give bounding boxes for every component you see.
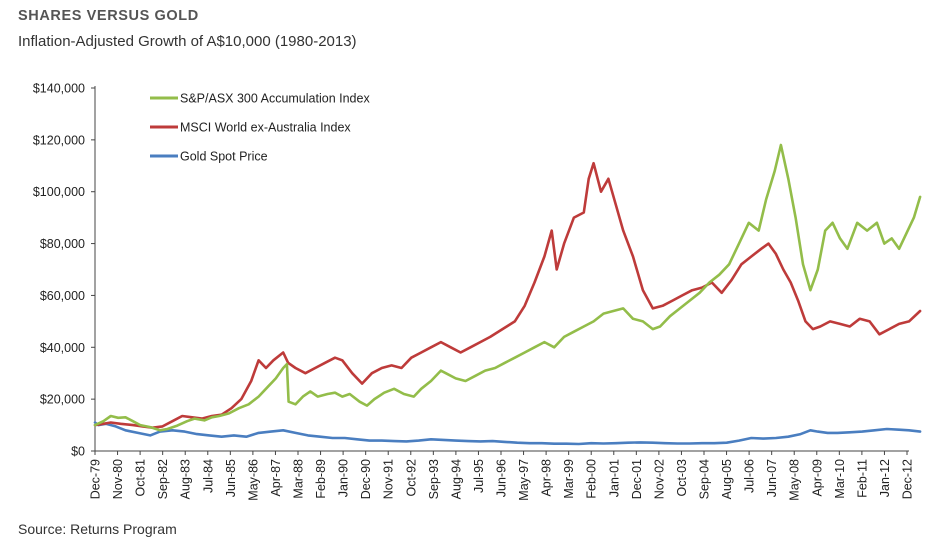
y-tick-label: $100,000	[33, 185, 85, 199]
x-tick-label: Oct-81	[134, 459, 148, 497]
x-tick-label: Oct-92	[404, 459, 418, 497]
legend-label-msci: MSCI World ex-Australia Index	[180, 121, 351, 135]
x-tick-label: Aug-05	[720, 459, 734, 499]
x-tick-label: Dec-01	[630, 459, 644, 499]
series-line-asx	[93, 143, 922, 432]
chart-axes: $0 $20,000 $40,000 $60,000 $80,000 $100,000 $1…	[33, 82, 915, 501]
x-tick-label: May-97	[517, 459, 531, 501]
x-tick-label: Aug-94	[449, 459, 463, 499]
x-tick-label: Apr-87	[269, 459, 283, 497]
x-tick-label: Nov-91	[382, 459, 396, 499]
series-line-gold	[93, 421, 922, 446]
y-tick-label: $20,000	[40, 393, 85, 407]
y-tick-label: $40,000	[40, 341, 85, 355]
series-line-msci	[93, 161, 922, 429]
x-tick-label: Jun-96	[495, 459, 509, 497]
x-tick-label: Jul-06	[743, 459, 757, 493]
x-tick-label: May-86	[246, 459, 260, 501]
x-tick-label: Nov-02	[652, 459, 666, 499]
x-tick-label: Dec-12	[901, 459, 915, 499]
x-tick-label: Feb-89	[314, 459, 328, 499]
x-tick-label: Mar-10	[833, 459, 847, 499]
x-tick-label: Sep-93	[427, 459, 441, 499]
y-tick-label: $60,000	[40, 289, 85, 303]
x-tick-label: Jul-84	[201, 459, 215, 493]
x-tick-label: Jun-07	[765, 459, 779, 497]
chart-series	[93, 143, 922, 446]
x-tick-label: Jan-90	[337, 459, 351, 497]
x-tick-label: May-08	[788, 459, 802, 501]
y-tick-label: $120,000	[33, 133, 85, 147]
x-tick-label: Sep-82	[156, 459, 170, 499]
x-tick-label: Aug-83	[179, 459, 193, 499]
x-tick-label: Feb-00	[585, 459, 599, 499]
x-tick-label: Apr-98	[540, 459, 554, 497]
x-tick-label: Sep-04	[698, 459, 712, 499]
y-tick-label: $0	[71, 445, 85, 459]
y-tick-label: $80,000	[40, 237, 85, 251]
x-tick-label: Jan-01	[607, 459, 621, 497]
source-note: Source: Returns Program	[18, 521, 177, 537]
x-tick-label: Nov-80	[111, 459, 125, 499]
x-tick-label: Oct-03	[675, 459, 689, 497]
legend-label-asx: S&P/ASX 300 Accumulation Index	[180, 92, 370, 106]
x-tick-label: Jun-85	[224, 459, 238, 497]
legend-label-gold: Gold Spot Price	[180, 150, 268, 164]
x-tick-label: Apr-09	[810, 459, 824, 497]
chart-legend: S&P/ASX 300 Accumulation Index MSCI World…	[150, 92, 370, 164]
x-tick-label: Jul-95	[472, 459, 486, 493]
x-tick-label: Mar-88	[292, 459, 306, 499]
page-title: SHARES VERSUS GOLD	[18, 8, 199, 24]
page-subtitle: Inflation-Adjusted Growth of A$10,000 (1…	[18, 33, 357, 50]
x-tick-label: Feb-11	[855, 459, 869, 498]
x-tick-label: Dec-90	[359, 459, 373, 499]
y-tick-label: $140,000	[33, 82, 85, 96]
x-tick-label: Dec-79	[89, 459, 103, 499]
x-tick-label: Jan-12	[878, 459, 892, 497]
x-tick-label: Mar-99	[562, 459, 576, 499]
